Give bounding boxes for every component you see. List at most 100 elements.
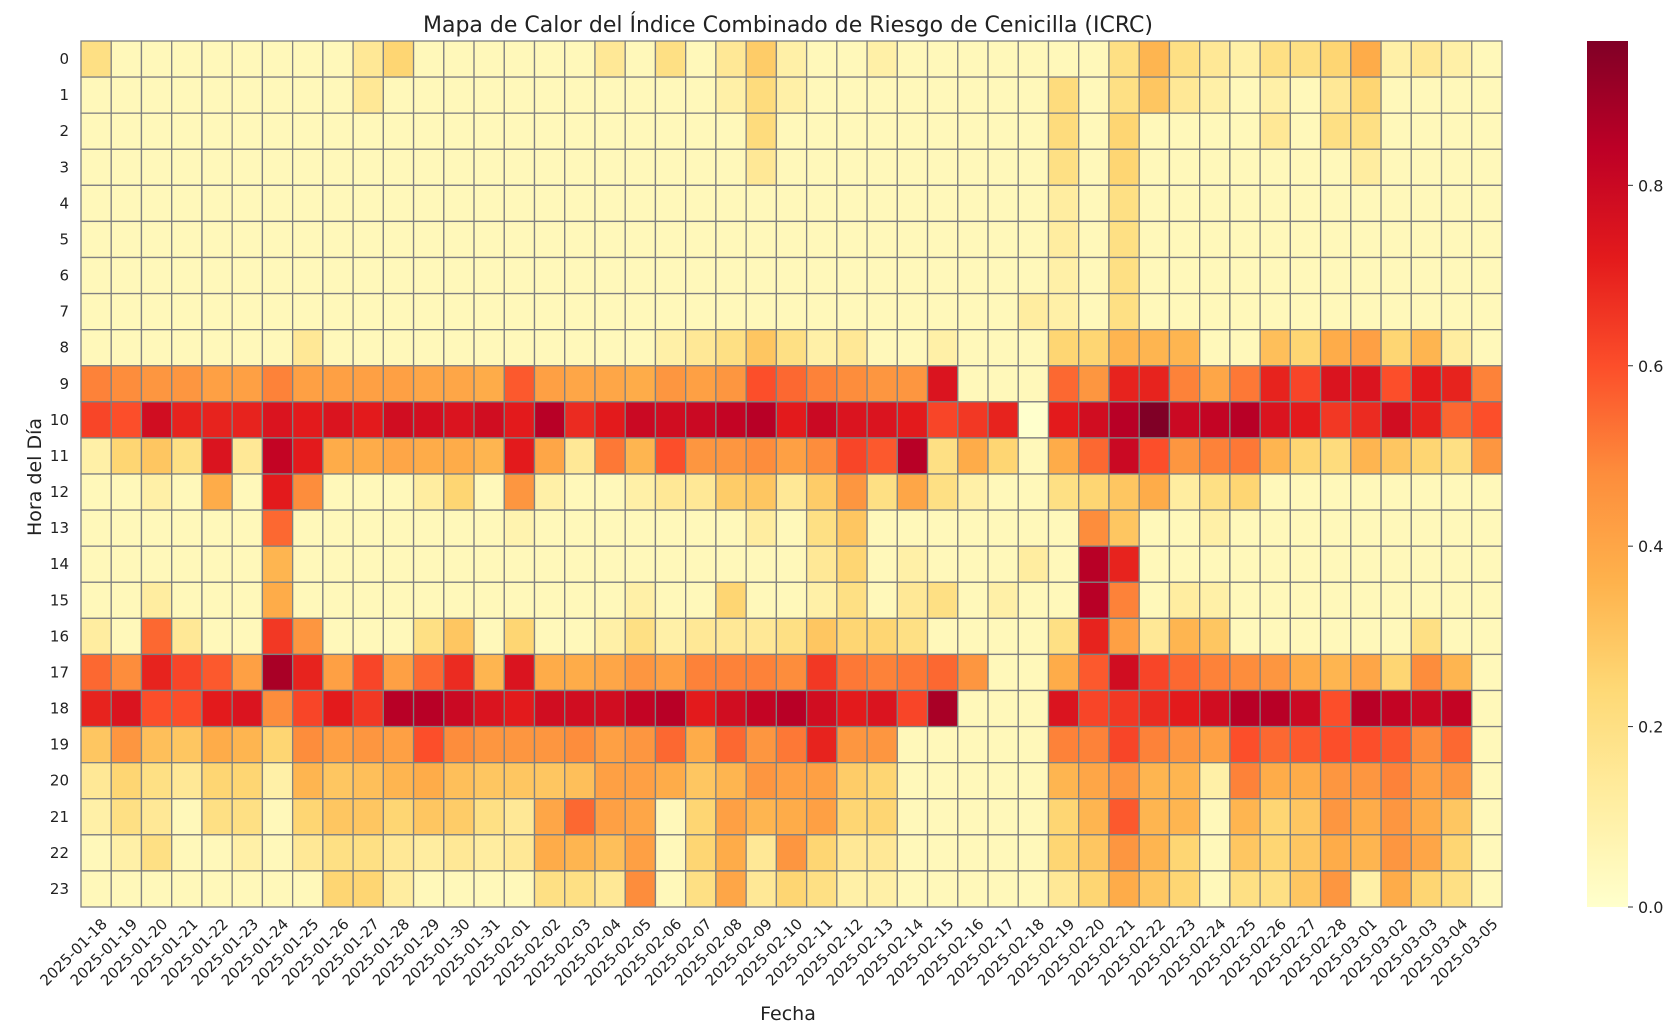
heatmap-cell — [110, 329, 143, 367]
y-tick-label: 1 — [59, 86, 69, 104]
heatmap-cell — [866, 689, 898, 728]
heatmap-cell — [382, 617, 415, 656]
heatmap-cell — [1259, 40, 1292, 78]
heatmap-cell — [957, 509, 989, 547]
heatmap-cell — [382, 148, 415, 186]
heatmap-cell — [1168, 112, 1201, 150]
heatmap-cell — [866, 617, 898, 656]
heatmap-cell — [473, 401, 505, 439]
heatmap-cell — [1138, 76, 1171, 114]
heatmap-cell — [1229, 148, 1261, 186]
heatmap-cell — [1319, 292, 1352, 331]
heatmap-cell — [473, 329, 505, 367]
heatmap-cell — [775, 798, 808, 836]
heatmap-cell — [352, 581, 384, 619]
heatmap-cell — [564, 40, 596, 78]
y-tick-label: 5 — [59, 230, 69, 248]
heatmap-cell — [715, 365, 747, 403]
heatmap-cell — [805, 256, 838, 295]
heatmap-cell — [1319, 689, 1352, 728]
heatmap-cell — [382, 437, 415, 475]
heatmap-cell — [1350, 762, 1382, 800]
heatmap-cell — [1259, 725, 1292, 764]
heatmap-cell — [533, 148, 566, 186]
heatmap-cell — [1350, 473, 1382, 511]
heatmap-cell — [352, 834, 384, 872]
heatmap-cell — [836, 653, 868, 692]
heatmap-cell — [412, 617, 445, 656]
heatmap-cell — [1138, 834, 1171, 872]
heatmap-cell — [261, 329, 294, 367]
heatmap-cell — [140, 617, 173, 656]
heatmap-cell — [1380, 76, 1412, 114]
heatmap-cell — [836, 762, 868, 800]
heatmap-cell — [775, 76, 808, 114]
heatmap-cell — [140, 365, 173, 403]
heatmap-cell — [926, 329, 959, 367]
heatmap-cell — [1078, 437, 1110, 475]
heatmap-cell — [805, 184, 838, 223]
heatmap-cell — [1138, 292, 1171, 331]
heatmap-cell — [171, 581, 203, 619]
heatmap-cell — [443, 437, 475, 475]
y-tick-label: 10 — [50, 411, 69, 429]
heatmap-cell — [231, 256, 264, 295]
heatmap-cell — [564, 76, 596, 114]
heatmap-cell — [624, 473, 657, 511]
heatmap-cell — [1440, 545, 1473, 583]
heatmap-cell — [140, 401, 173, 439]
heatmap-cell — [1199, 76, 1231, 114]
heatmap-cell — [896, 689, 929, 728]
heatmap-cell — [352, 725, 384, 764]
heatmap-cell — [1410, 329, 1443, 367]
heatmap-cell — [1168, 148, 1201, 186]
heatmap-cell — [1047, 725, 1080, 764]
heatmap-cell — [715, 689, 747, 728]
heatmap-cell — [1108, 401, 1140, 439]
heatmap-cell — [624, 798, 657, 836]
heatmap-cell — [1047, 148, 1080, 186]
heatmap-cell — [140, 256, 173, 295]
heatmap-cell — [1168, 798, 1201, 836]
heatmap-cell — [322, 725, 354, 764]
y-tick-label: 15 — [50, 591, 69, 609]
heatmap-cell — [957, 834, 989, 872]
heatmap-cell — [473, 256, 505, 295]
heatmap-cell — [291, 148, 324, 186]
heatmap-cell — [291, 437, 324, 475]
colorbar: 0.0 0.2 0.4 0.6 0.8 — [1587, 41, 1663, 917]
heatmap-cell — [352, 617, 384, 656]
heatmap-cell — [1410, 473, 1443, 511]
heatmap-cell — [685, 545, 717, 583]
heatmap-cell — [1350, 689, 1382, 728]
heatmap-cell — [412, 437, 445, 475]
heatmap-cell — [594, 437, 626, 475]
heatmap-cell — [80, 40, 112, 78]
heatmap-cell — [775, 292, 808, 331]
heatmap-cell — [896, 725, 929, 764]
heatmap-cell — [1289, 870, 1322, 908]
heatmap-cell — [1259, 329, 1292, 367]
heatmap-cell — [503, 437, 536, 475]
heatmap-cell — [1017, 112, 1050, 150]
heatmap-cell — [80, 617, 112, 656]
heatmap-cell — [322, 437, 354, 475]
heatmap-cell — [110, 762, 143, 800]
heatmap-cell — [715, 834, 747, 872]
heatmap-cell — [80, 581, 112, 619]
heatmap-cell — [352, 292, 384, 331]
heatmap-cell — [140, 184, 173, 223]
heatmap-cell — [957, 112, 989, 150]
heatmap-cell — [171, 256, 203, 295]
heatmap-cell — [1259, 689, 1292, 728]
heatmap-cell — [654, 40, 687, 78]
heatmap-cell — [896, 870, 929, 908]
heatmap-cell — [1410, 256, 1443, 295]
heatmap-cell — [805, 545, 838, 583]
heatmap-cell — [382, 509, 415, 547]
heatmap-cell — [1078, 292, 1110, 331]
heatmap-cell — [685, 798, 717, 836]
heatmap-cell — [624, 545, 657, 583]
heatmap-cell — [322, 798, 354, 836]
heatmap-cell — [231, 617, 264, 656]
